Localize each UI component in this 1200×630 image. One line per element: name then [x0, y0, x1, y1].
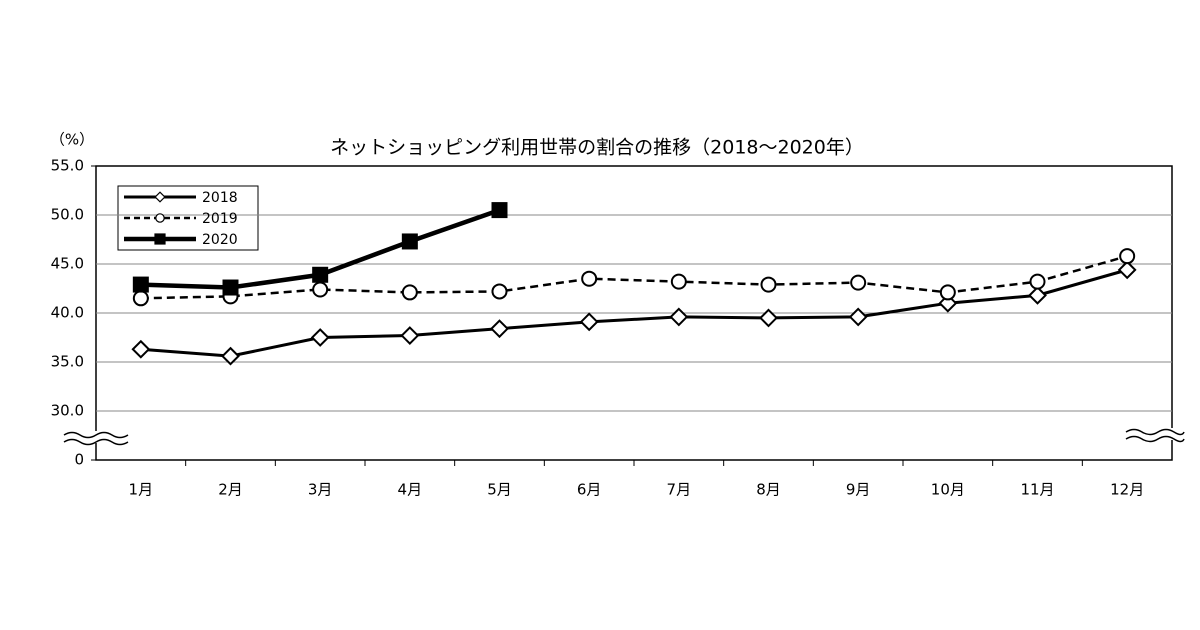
x-tick-label: 11月	[1020, 481, 1054, 499]
marker	[850, 274, 867, 291]
x-tick-label: 6月	[577, 481, 602, 499]
marker	[848, 307, 868, 327]
chart-title: ネットショッピング利用世帯の割合の推移（2018～2020年）	[330, 137, 864, 159]
legend-marker	[154, 233, 166, 245]
marker	[1119, 248, 1136, 265]
legend-marker	[154, 191, 166, 203]
x-tick-label: 1月	[129, 481, 154, 499]
x-tick-label: 10月	[931, 481, 965, 499]
marker	[670, 273, 687, 290]
marker	[312, 266, 329, 283]
legend-marker	[155, 213, 165, 223]
marker	[490, 319, 509, 339]
x-tick-label: 7月	[667, 481, 692, 499]
legend-label: 2019	[202, 211, 238, 227]
marker	[581, 270, 598, 287]
y-tick-label: 35.0	[51, 353, 84, 371]
marker	[760, 276, 777, 293]
x-tick-label: 9月	[846, 481, 871, 499]
y-tick-label: 55.0	[51, 157, 84, 175]
marker	[312, 281, 329, 298]
y-tick-label: 0	[74, 451, 84, 469]
legend-label: 2020	[202, 232, 238, 248]
series-line	[140, 268, 1128, 358]
x-tick-label: 12月	[1110, 481, 1144, 499]
y-tick-label: 40.0	[51, 304, 84, 322]
legend-label: 2018	[202, 190, 238, 206]
y-tick-label: 50.0	[51, 206, 84, 224]
x-tick-label: 4月	[398, 481, 423, 499]
marker	[759, 308, 778, 328]
marker	[1029, 273, 1046, 290]
marker	[132, 290, 149, 307]
marker	[491, 283, 508, 300]
axis-break	[62, 428, 1185, 446]
marker	[401, 284, 418, 301]
x-tick-label: 3月	[308, 481, 333, 499]
marker	[222, 279, 239, 296]
x-tick-label: 5月	[487, 481, 512, 499]
marker	[939, 284, 956, 301]
marker	[491, 202, 508, 219]
y-tick-label: 30.0	[51, 402, 84, 420]
marker	[221, 346, 240, 366]
marker	[669, 307, 689, 327]
marker	[131, 339, 151, 359]
marker	[1117, 260, 1137, 280]
x-tick-label: 2月	[218, 481, 243, 499]
x-tick-label: 8月	[756, 481, 781, 499]
marker	[310, 328, 330, 347]
y-axis-label: （%）	[50, 131, 94, 149]
marker	[400, 326, 420, 345]
marker	[1028, 285, 1047, 305]
marker	[401, 233, 418, 250]
y-tick-label: 45.0	[51, 255, 84, 273]
marker	[132, 276, 149, 293]
series-line	[140, 254, 1128, 300]
marker	[579, 312, 599, 332]
